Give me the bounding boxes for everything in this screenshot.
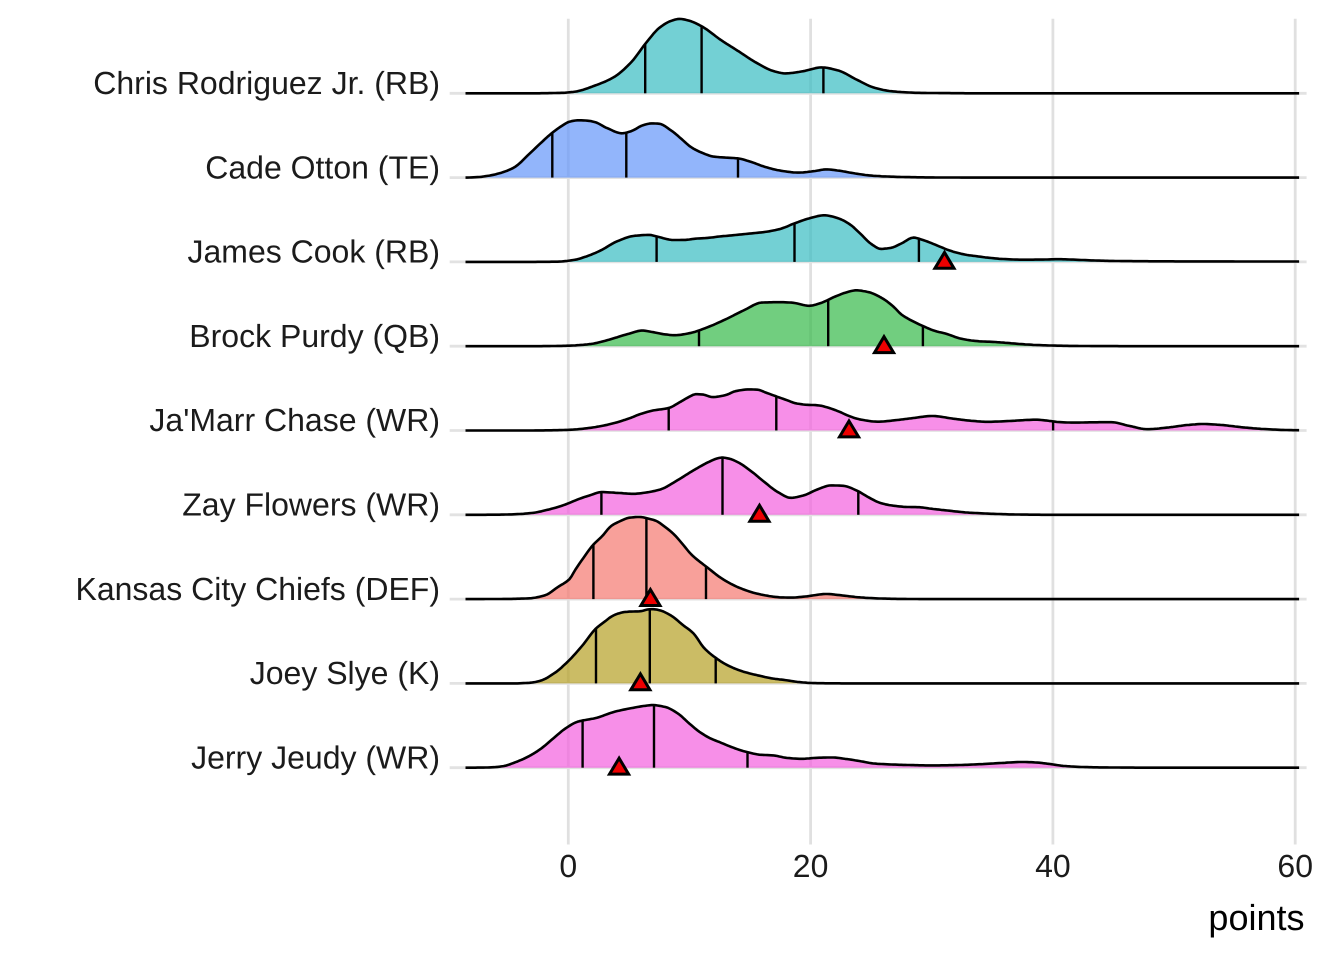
svg-text:Brock Purdy (QB): Brock Purdy (QB) — [189, 318, 440, 354]
svg-text:60: 60 — [1277, 848, 1313, 884]
svg-text:40: 40 — [1035, 848, 1071, 884]
svg-text:Chris Rodriguez Jr. (RB): Chris Rodriguez Jr. (RB) — [93, 65, 440, 101]
svg-text:points: points — [1208, 897, 1304, 938]
svg-text:Jerry Jeudy (WR): Jerry Jeudy (WR) — [191, 739, 440, 775]
svg-text:James Cook (RB): James Cook (RB) — [188, 234, 441, 270]
svg-text:0: 0 — [559, 848, 577, 884]
svg-text:Kansas City Chiefs (DEF): Kansas City Chiefs (DEF) — [75, 571, 440, 607]
svg-text:Ja'Marr Chase (WR): Ja'Marr Chase (WR) — [149, 402, 440, 438]
svg-text:Joey Slye (K): Joey Slye (K) — [250, 655, 440, 691]
svg-text:Cade Otton (TE): Cade Otton (TE) — [205, 149, 440, 185]
svg-text:20: 20 — [793, 848, 829, 884]
svg-text:Zay Flowers (WR): Zay Flowers (WR) — [182, 487, 440, 523]
